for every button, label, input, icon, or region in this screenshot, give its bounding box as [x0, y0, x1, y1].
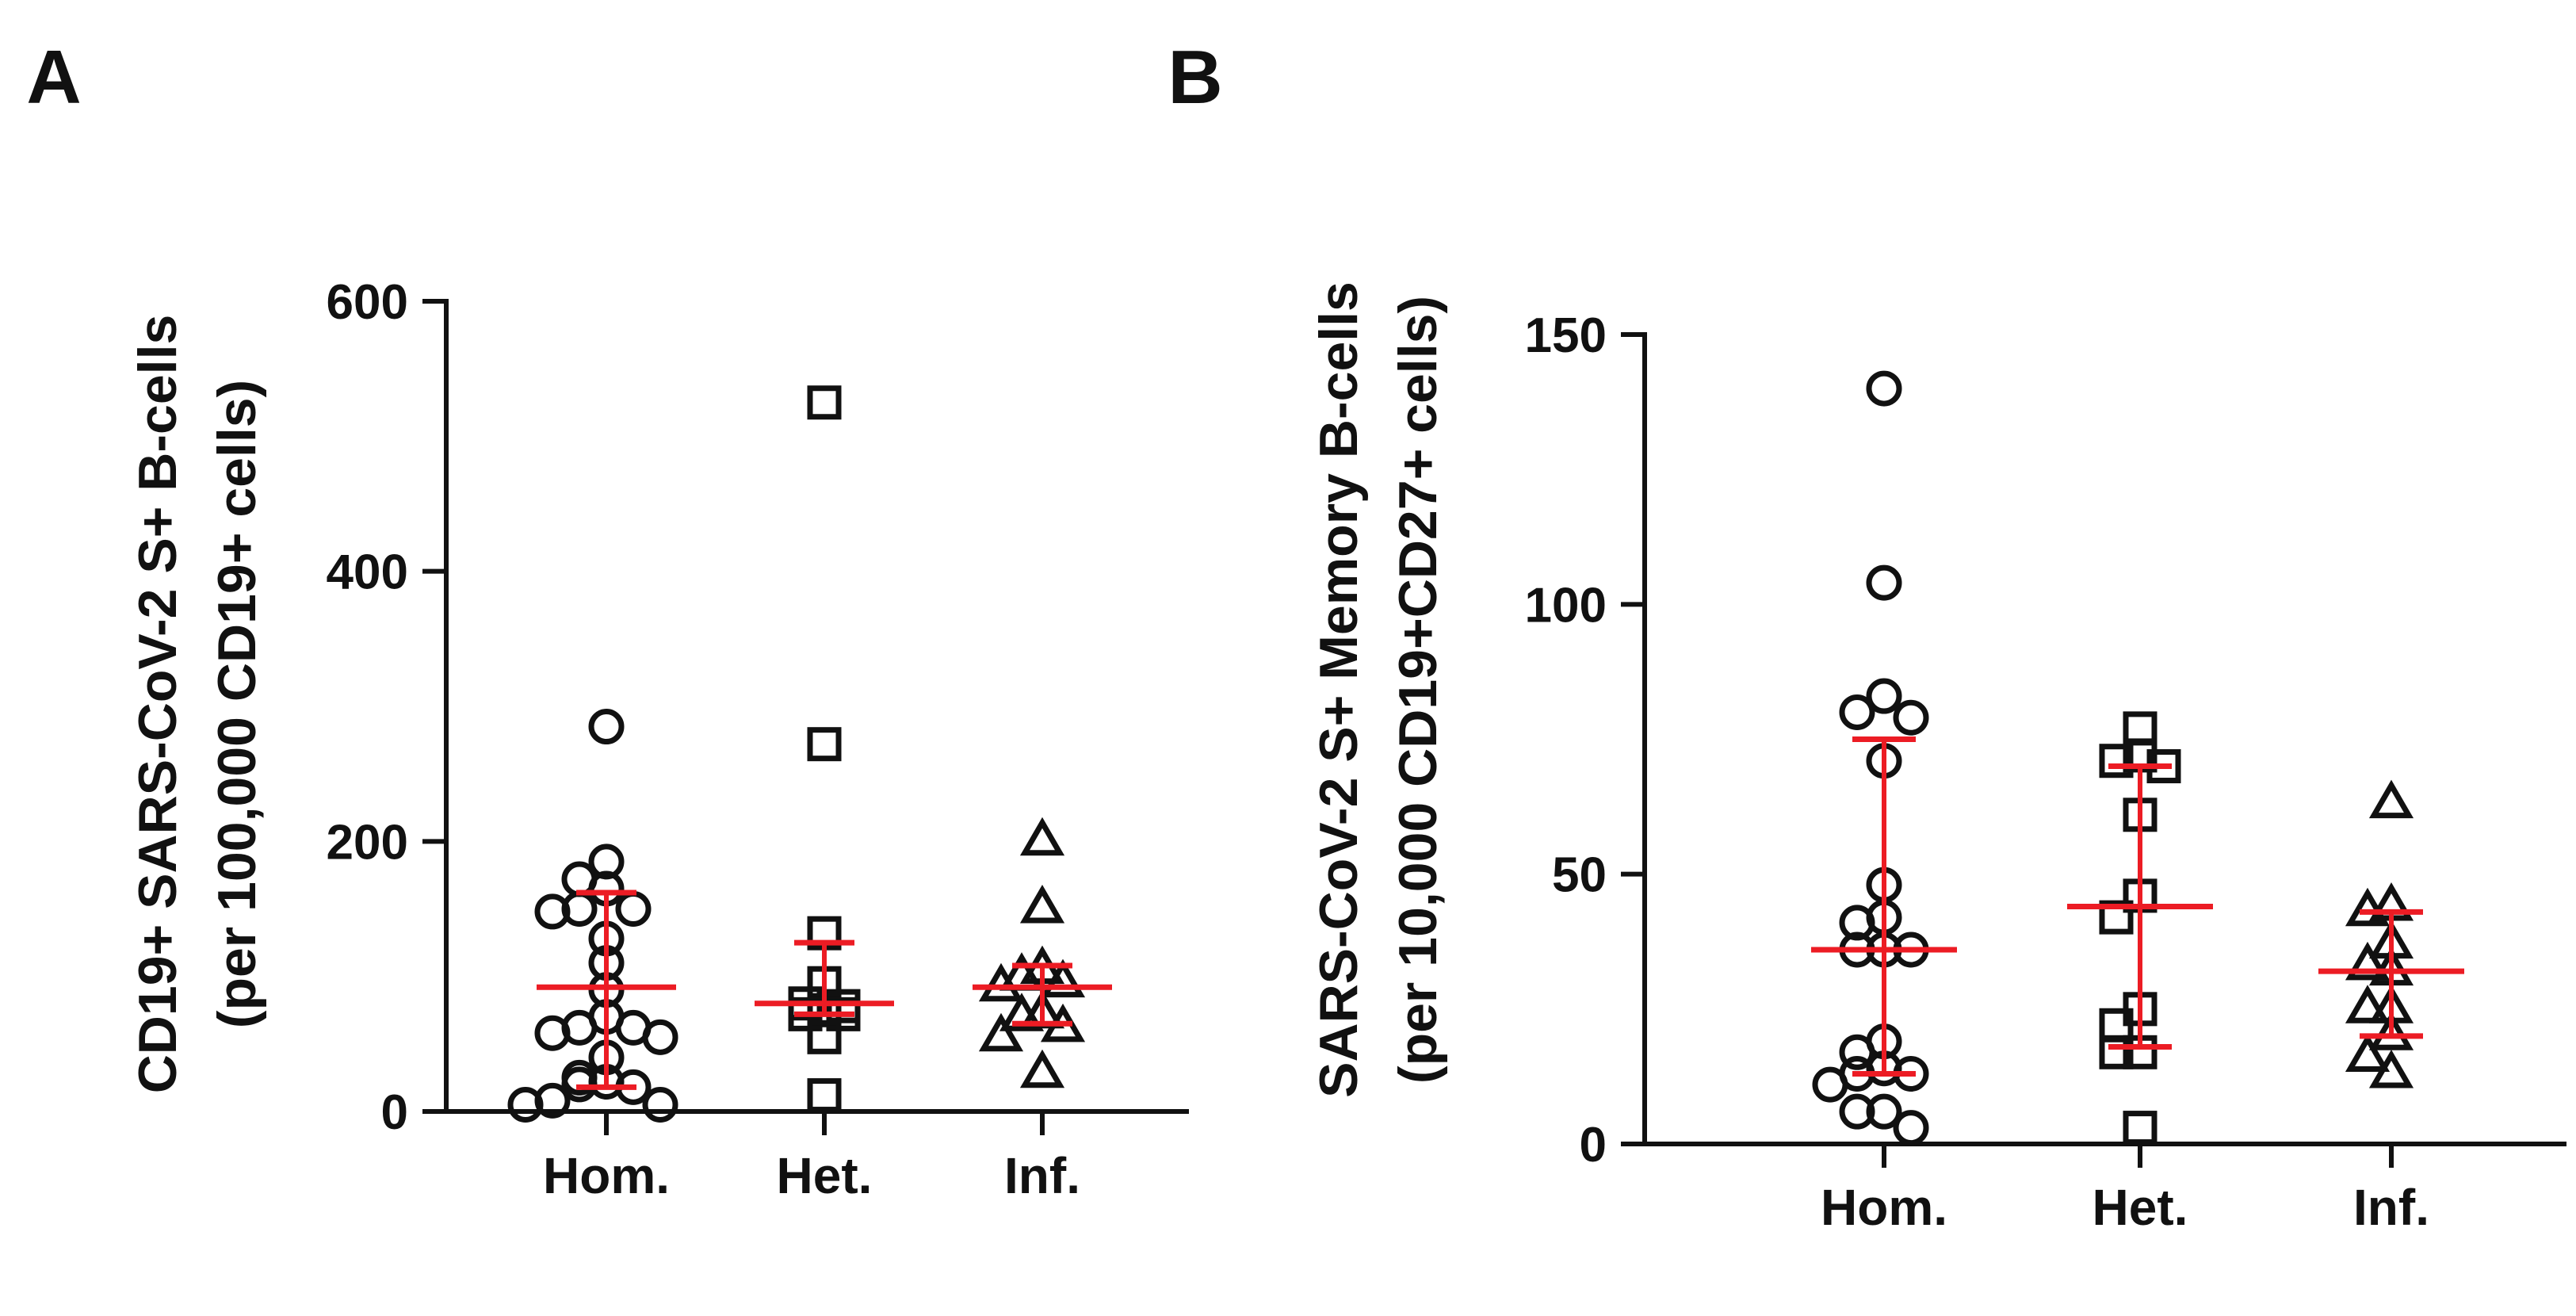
y-tick-label: 50 [1552, 848, 1607, 903]
panel-b: B SARS-CoV-2 S+ Memory B-cells (per 10,000… [1168, 35, 2566, 1236]
y-tick-label: 100 [1525, 578, 1607, 633]
x-tick-label: Het. [2093, 1179, 2188, 1236]
y-tick-label: 150 [1525, 308, 1607, 363]
data-point [2123, 1111, 2157, 1146]
data-point [1839, 694, 1875, 730]
data-point [1040, 958, 1086, 998]
data-point [2368, 779, 2414, 819]
data-point [1866, 678, 1902, 714]
data-point [1866, 1093, 1902, 1130]
x-tick-label: Hom. [1821, 1179, 1947, 1236]
data-point [642, 1086, 678, 1123]
data-point [588, 709, 625, 745]
x-tick-label: Inf. [2353, 1179, 2429, 1236]
x-tick-label: Hom. [543, 1147, 670, 1204]
data-point [1866, 564, 1902, 601]
data-point [2099, 900, 2134, 935]
x-tick-label: Het. [777, 1147, 873, 1204]
y-tick-label: 400 [327, 545, 408, 600]
data-point [978, 962, 1024, 1002]
data-point [2099, 744, 2134, 779]
y-axis-label-line-1: SARS-CoV-2 S+ Memory B-cells [1309, 281, 1369, 1098]
data-point [978, 1012, 1024, 1052]
data-point [2099, 1035, 2134, 1069]
data-point [1893, 699, 1929, 736]
data-point [507, 1086, 544, 1123]
data-point [615, 891, 652, 927]
panel-label: B [1168, 35, 1222, 120]
data-point [1839, 905, 1875, 941]
y-tick-label: 0 [381, 1085, 408, 1140]
y-axis-label-line-2: (per 10,000 CD19+CD27+ cells) [1388, 296, 1448, 1084]
data-point [1893, 1110, 1929, 1146]
data-point [2368, 1049, 2414, 1088]
data-point [1812, 1066, 1848, 1103]
data-point [2345, 1033, 2391, 1073]
y-tick-label: 600 [327, 275, 408, 330]
data-point [1019, 1049, 1065, 1088]
data-point [588, 844, 625, 880]
data-point [807, 1020, 842, 1054]
panel-label: A [26, 35, 81, 120]
data-point [534, 1015, 571, 1051]
data-point [2345, 985, 2391, 1023]
data-point [807, 727, 842, 762]
data-point [999, 993, 1045, 1031]
y-axis-label-line-2: (per 100,000 CD19+ cells) [207, 380, 267, 1028]
y-tick-label: 0 [1580, 1118, 1607, 1173]
x-tick-label: Inf. [1004, 1147, 1080, 1204]
data-point [2345, 887, 2391, 927]
data-point [2368, 1012, 2414, 1050]
data-point [807, 385, 842, 420]
y-axis-label-line-1: CD19+ SARS-CoV-2 S+ B-cells [128, 315, 188, 1094]
data-point [1839, 1093, 1875, 1130]
data-point [1839, 1034, 1875, 1070]
data-point [1019, 884, 1065, 924]
data-point [1866, 370, 1902, 407]
data-point [807, 1078, 842, 1113]
data-point [1019, 817, 1065, 856]
data-point [2345, 941, 2391, 981]
panel-a: A CD19+ SARS-CoV-2 S+ B-cells (per 100,000… [26, 35, 1189, 1204]
data-point [534, 893, 571, 930]
data-point [642, 1019, 678, 1055]
y-tick-label: 200 [327, 815, 408, 870]
